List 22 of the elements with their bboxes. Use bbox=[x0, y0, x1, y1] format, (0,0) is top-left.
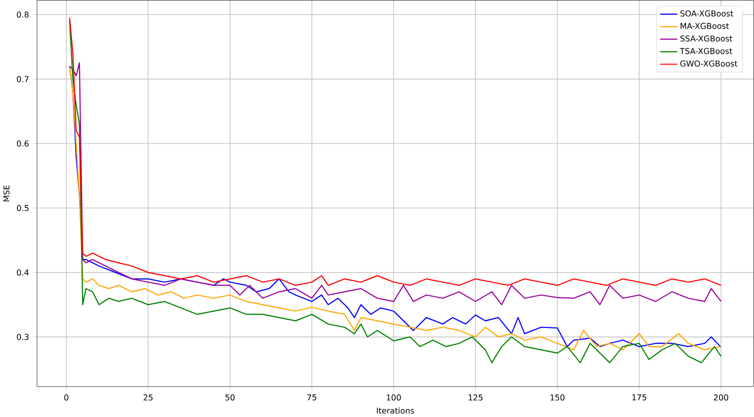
legend-label: SOA-XGBoost bbox=[680, 10, 734, 17]
y-tick-label: 0.4 bbox=[16, 269, 29, 276]
y-tick-label: 0.6 bbox=[16, 140, 29, 147]
y-tick-label: 0.7 bbox=[16, 76, 28, 82]
x-tick-label: 175 bbox=[632, 394, 646, 400]
legend-label: TSA-XGBoost bbox=[680, 48, 732, 54]
y-tick-label: 0.8 bbox=[16, 12, 29, 18]
legend-label: SSA-XGBoost bbox=[680, 35, 732, 42]
legend-label: GWO-XGBoost bbox=[680, 60, 738, 67]
x-tick-label: 150 bbox=[550, 394, 565, 400]
y-axis-title: MSE bbox=[3, 185, 10, 202]
y-tick-label: 0.5 bbox=[16, 204, 28, 212]
x-tick-label: 75 bbox=[307, 394, 316, 400]
x-axis-title: Iterations bbox=[376, 407, 414, 414]
x-tick-label: 125 bbox=[468, 394, 482, 400]
x-tick-label: 25 bbox=[144, 394, 153, 400]
x-tick-label: 0 bbox=[64, 394, 68, 400]
x-tick-label: 200 bbox=[714, 394, 728, 400]
x-tick-label: 50 bbox=[225, 394, 235, 400]
x-tick-label: 100 bbox=[386, 394, 401, 400]
legend-label: MA-XGBoost bbox=[680, 22, 729, 30]
y-tick-label: 0.3 bbox=[16, 334, 29, 340]
